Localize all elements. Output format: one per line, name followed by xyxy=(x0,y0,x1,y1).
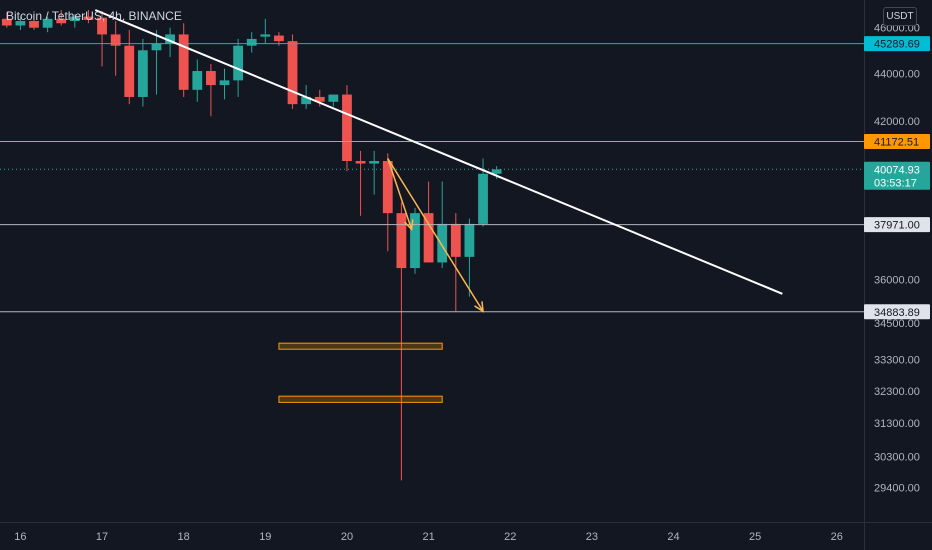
horizontal-levels-layer[interactable] xyxy=(0,43,864,313)
candle-body xyxy=(233,45,244,81)
time-axis-tick-label: 25 xyxy=(749,531,761,543)
price-axis-tick-label: 34500.00 xyxy=(874,318,920,330)
candle-body xyxy=(137,50,148,97)
candle-body xyxy=(410,213,420,269)
candle-body xyxy=(151,43,162,51)
candle-body xyxy=(491,169,502,174)
candle-body xyxy=(287,41,298,105)
candle-body xyxy=(464,223,475,257)
time-axis-tick-label: 21 xyxy=(422,531,434,543)
price-axis-tick-label: 44000.00 xyxy=(874,68,920,80)
candle-body xyxy=(314,96,325,102)
candle-body xyxy=(246,38,257,46)
time-axis-tick-label: 22 xyxy=(504,531,516,543)
level-price-badge: 34883.89 xyxy=(874,307,920,319)
candle-body xyxy=(192,71,203,90)
candle-body xyxy=(342,94,352,162)
target-zone-box[interactable] xyxy=(278,395,443,403)
candle-body xyxy=(355,161,366,164)
candle-body xyxy=(328,94,339,102)
last-price-badge-countdown: 03:53:17 xyxy=(874,177,917,189)
time-axis-tick-label: 17 xyxy=(96,531,108,543)
last-price-badge-bg xyxy=(864,161,930,190)
last-price-badge: 40074.93 xyxy=(874,164,920,176)
time-axis-tick-label: 23 xyxy=(586,531,598,543)
candle-body xyxy=(42,18,53,28)
time-axis-tick-label: 26 xyxy=(831,531,843,543)
time-axis-tick-label: 18 xyxy=(178,531,190,543)
projection-arrow[interactable] xyxy=(387,158,413,230)
price-axis-tick-label: 33300.00 xyxy=(874,354,920,366)
price-axis[interactable]: 44000.0042000.0040000.0038000.0036000.00… xyxy=(865,0,932,522)
trendline[interactable] xyxy=(94,9,783,295)
time-axis-tick-label: 16 xyxy=(14,531,26,543)
candle-body xyxy=(69,16,80,22)
candle-body xyxy=(260,34,271,37)
candle-body xyxy=(56,18,67,24)
candle-body xyxy=(15,21,26,26)
candle-body xyxy=(478,173,488,224)
level-price-badge-bg xyxy=(864,217,930,233)
time-axis[interactable]: 16 17 18 19 20 21 22 23 24 25 26 xyxy=(14,531,843,543)
currency-button[interactable]: USDT xyxy=(883,7,917,26)
price-axis-badges: 45289.69 41172.51 37971.00 34883.89 40074.93… xyxy=(864,36,930,320)
symbol-title[interactable]: Bitcoin / TetherUS, 4h, BINANCE xyxy=(6,9,182,23)
candle-body xyxy=(110,34,121,46)
projection-arrow-head xyxy=(474,301,484,313)
drawings-layer[interactable] xyxy=(94,9,783,403)
candle-body xyxy=(450,223,461,257)
price-axis-tick-label: 31300.00 xyxy=(874,418,920,430)
price-axis-tick-label: 30300.00 xyxy=(874,451,920,463)
candle-body xyxy=(124,45,135,97)
projection-arrow[interactable] xyxy=(387,158,484,312)
candle-body xyxy=(83,16,94,20)
candle-body xyxy=(274,35,284,42)
time-axis-tick-label: 19 xyxy=(259,531,271,543)
level-price-badge: 41172.51 xyxy=(874,137,919,149)
candle-body xyxy=(29,21,39,28)
price-axis-tick-label: 36000.00 xyxy=(874,274,920,286)
candle-body xyxy=(219,80,230,86)
candle-body xyxy=(1,18,12,26)
level-price-badge-bg xyxy=(864,134,930,150)
level-price-badge: 37971.00 xyxy=(874,220,920,232)
candle-body xyxy=(423,213,434,263)
level-price-badge-bg xyxy=(864,36,930,52)
level-price-badge-bg xyxy=(864,304,930,320)
price-axis-tick-label: 32300.00 xyxy=(874,386,920,398)
price-axis-tick-label: 42000.00 xyxy=(874,116,920,128)
candle-body xyxy=(97,17,107,35)
projection-arrow-head xyxy=(404,219,414,231)
level-price-badge: 45289.69 xyxy=(874,39,920,51)
time-axis-tick-label: 20 xyxy=(341,531,353,543)
candle-body xyxy=(396,213,407,269)
candle-body xyxy=(205,71,216,86)
candle-body xyxy=(165,34,175,44)
candle-body xyxy=(437,223,448,263)
candle-body xyxy=(301,96,312,105)
candle-body xyxy=(382,161,393,214)
candle-body xyxy=(369,161,380,164)
price-axis-tick-label: 29400.00 xyxy=(874,482,920,494)
target-zone-box[interactable] xyxy=(278,342,443,350)
candles-layer xyxy=(1,10,502,481)
price-axis-background xyxy=(865,0,932,522)
candle-body xyxy=(178,34,189,90)
time-axis-tick-label: 24 xyxy=(667,531,679,543)
